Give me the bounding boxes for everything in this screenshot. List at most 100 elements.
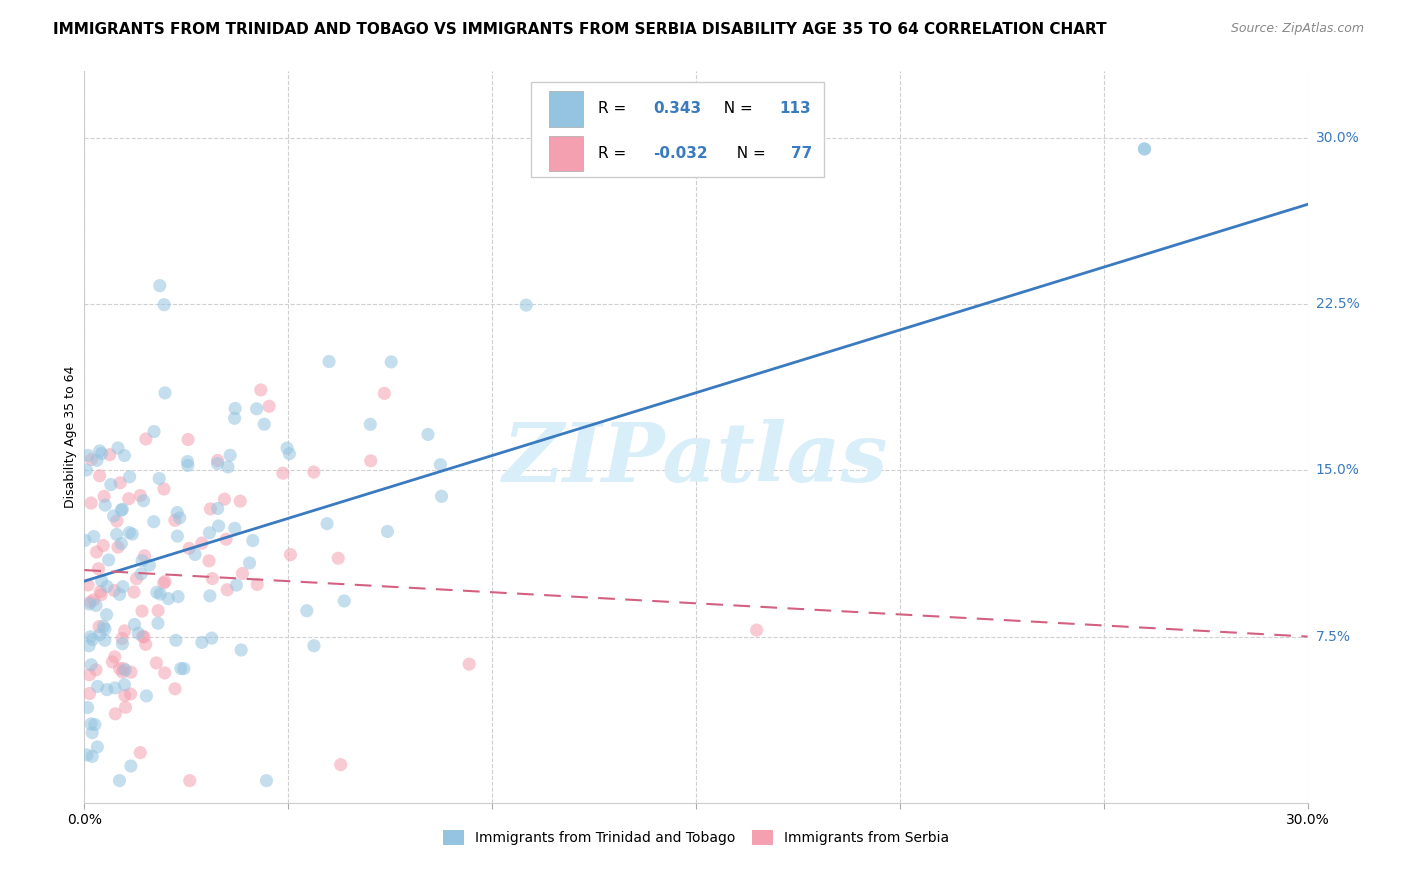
Point <box>80 657 103 672</box>
Point <box>302 465 325 479</box>
Point <box>87 562 110 576</box>
Point <box>430 489 453 503</box>
Point <box>157 591 180 606</box>
Point <box>124 617 146 632</box>
Point <box>153 298 176 312</box>
Point <box>198 554 221 568</box>
Point <box>111 632 134 646</box>
Point <box>200 502 222 516</box>
Point <box>89 628 111 642</box>
Point <box>96 682 118 697</box>
Point <box>76 747 98 762</box>
Point <box>90 588 112 602</box>
Point <box>76 700 98 714</box>
Point <box>316 516 339 531</box>
FancyBboxPatch shape <box>550 91 583 127</box>
Point <box>105 527 128 541</box>
Point <box>114 624 136 638</box>
Point <box>82 632 104 647</box>
Point <box>101 655 124 669</box>
Point <box>191 536 214 550</box>
Point <box>184 548 207 562</box>
Point <box>231 643 253 657</box>
Point <box>207 457 229 471</box>
Point <box>94 498 117 512</box>
Point <box>146 616 169 631</box>
Point <box>83 593 105 607</box>
Point <box>98 448 121 462</box>
Point <box>107 540 129 554</box>
Point <box>84 599 107 613</box>
Point <box>163 513 186 527</box>
Point <box>169 511 191 525</box>
Point <box>276 441 298 455</box>
Point <box>103 583 125 598</box>
Point <box>77 449 100 463</box>
Point <box>142 515 165 529</box>
Point <box>207 501 229 516</box>
Point <box>246 577 269 591</box>
Text: Source: ZipAtlas.com: Source: ZipAtlas.com <box>1230 22 1364 36</box>
Point <box>110 503 132 517</box>
Point <box>121 527 143 541</box>
Point <box>360 454 382 468</box>
Point <box>114 678 136 692</box>
Point <box>97 553 120 567</box>
Point <box>103 508 125 523</box>
Point <box>79 667 101 681</box>
Point <box>104 706 127 721</box>
Point <box>198 589 221 603</box>
Point <box>114 663 136 677</box>
Point <box>246 401 269 416</box>
Point <box>380 355 402 369</box>
Point <box>114 700 136 714</box>
Point <box>112 662 135 676</box>
Point <box>89 468 111 483</box>
Point <box>79 630 101 644</box>
Point <box>153 482 176 496</box>
Point <box>134 549 156 563</box>
Point <box>1133 142 1156 156</box>
Point <box>146 604 169 618</box>
Point <box>153 385 176 400</box>
Point <box>138 558 160 572</box>
Point <box>86 453 108 467</box>
Point <box>120 687 142 701</box>
Point <box>333 594 356 608</box>
Point <box>77 639 100 653</box>
Point <box>86 739 108 754</box>
Point <box>135 637 157 651</box>
Point <box>108 475 131 490</box>
Point <box>79 687 101 701</box>
Point <box>80 452 103 467</box>
Text: ZIPatlas: ZIPatlas <box>503 419 889 499</box>
Point <box>224 401 246 416</box>
Point <box>229 494 252 508</box>
Point <box>94 633 117 648</box>
Point <box>90 574 112 588</box>
Point <box>191 635 214 649</box>
Point <box>108 662 131 676</box>
Point <box>152 576 174 591</box>
Point <box>257 399 280 413</box>
Point <box>515 298 537 312</box>
Point <box>207 519 229 533</box>
Point <box>129 746 152 760</box>
Text: -0.032: -0.032 <box>654 146 707 161</box>
Point <box>377 524 399 539</box>
Point <box>329 757 352 772</box>
Text: IMMIGRANTS FROM TRINIDAD AND TOBAGO VS IMMIGRANTS FROM SERBIA DISABILITY AGE 35 : IMMIGRANTS FROM TRINIDAD AND TOBAGO VS I… <box>53 22 1107 37</box>
Point <box>118 525 141 540</box>
Point <box>111 637 134 651</box>
Text: R =: R = <box>598 146 631 161</box>
Text: 7.5%: 7.5% <box>1316 630 1351 643</box>
Point <box>173 662 195 676</box>
Text: 22.5%: 22.5% <box>1316 297 1360 311</box>
Point <box>179 773 201 788</box>
Point <box>110 536 132 550</box>
Point <box>207 453 229 467</box>
Point <box>166 529 188 543</box>
Point <box>170 661 193 675</box>
Point <box>219 448 242 462</box>
Point <box>328 551 350 566</box>
